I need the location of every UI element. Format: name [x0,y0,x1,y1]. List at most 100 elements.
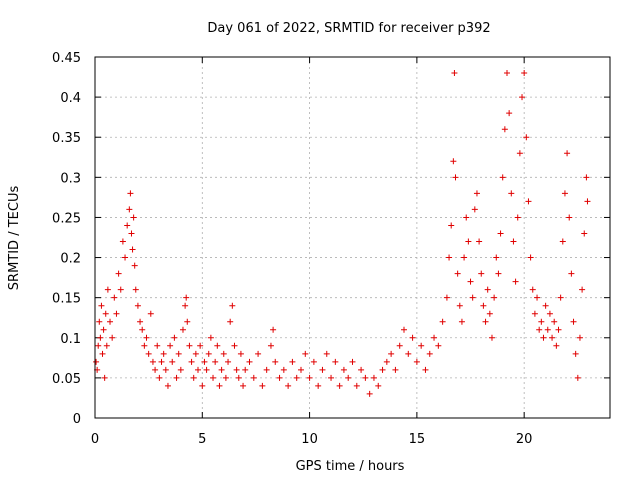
y-tick-label: 0.1 [60,332,81,347]
data-point [104,286,111,293]
data-point [280,366,287,373]
data-point [478,270,485,277]
data-point [210,374,217,381]
data-point [229,302,236,309]
data-point [340,366,347,373]
data-point [188,358,195,365]
data-point [379,366,386,373]
y-tick-label: 0.25 [52,211,81,226]
data-point [147,310,154,317]
data-point [242,366,249,373]
data-point [139,326,146,333]
data-point [152,366,159,373]
data-point [448,222,455,229]
data-point [525,198,532,205]
data-point [102,310,109,317]
data-point [392,366,399,373]
data-point [506,110,513,117]
data-point [201,358,208,365]
data-point [225,358,232,365]
data-point [101,374,108,381]
data-point [491,294,498,301]
data-point [409,334,416,341]
data-point [431,334,438,341]
data-point [160,350,167,357]
data-point [358,366,365,373]
data-point [549,334,556,341]
data-point [158,358,165,365]
data-point [401,326,407,333]
data-point [493,254,500,261]
data-point [289,358,296,365]
data-point [486,310,493,317]
data-point [130,214,137,221]
data-point [465,238,472,245]
data-point [250,374,257,381]
data-point [446,254,453,261]
data-point [134,302,141,309]
data-point [396,342,403,349]
data-point [564,150,571,157]
data-point [100,326,107,333]
data-point [272,358,279,365]
data-point [473,190,480,197]
data-point [184,318,191,325]
y-tick-label: 0.15 [52,292,81,307]
data-point [534,294,541,301]
data-point [192,350,199,357]
y-tick-label: 0.35 [52,131,81,146]
data-point [145,350,152,357]
data-point [553,342,560,349]
data-point [306,374,313,381]
data-point [235,374,242,381]
data-point [298,366,304,373]
data-point [345,374,352,381]
data-point [458,318,465,325]
data-point [127,190,134,197]
data-point [583,174,590,181]
data-point [542,302,549,309]
data-point [362,374,369,381]
data-point [220,350,227,357]
data-point [95,342,102,349]
data-point [574,374,581,381]
data-point [171,334,178,341]
data-point [93,358,100,365]
data-point [531,310,538,317]
data-point [570,318,577,325]
data-point [540,334,547,341]
data-point [521,70,528,77]
data-point [214,342,221,349]
data-point [267,342,274,349]
y-axis-label: SRMTID / TECUs [7,186,22,291]
data-point [302,350,309,357]
data-point [227,318,234,325]
data-point [315,382,322,389]
data-point [435,342,442,349]
data-point [375,382,382,389]
data-point [568,270,575,277]
data-point [383,358,390,365]
data-point [276,374,283,381]
data-point [293,374,300,381]
data-point [195,366,201,373]
data-point [336,382,343,389]
data-point [156,374,163,381]
data-point [536,326,543,333]
data-point [183,294,190,301]
data-point [212,358,219,365]
data-point [182,302,189,309]
data-point [216,382,223,389]
data-point [328,374,335,381]
data-point [579,286,586,293]
chart-title: Day 061 of 2022, SRMTID for receiver p39… [207,21,490,36]
data-point [231,342,238,349]
data-point [557,294,564,301]
data-point [319,366,326,373]
data-point [519,94,526,101]
data-point [197,342,204,349]
data-point [405,350,412,357]
data-point [538,318,545,325]
data-point [103,342,110,349]
